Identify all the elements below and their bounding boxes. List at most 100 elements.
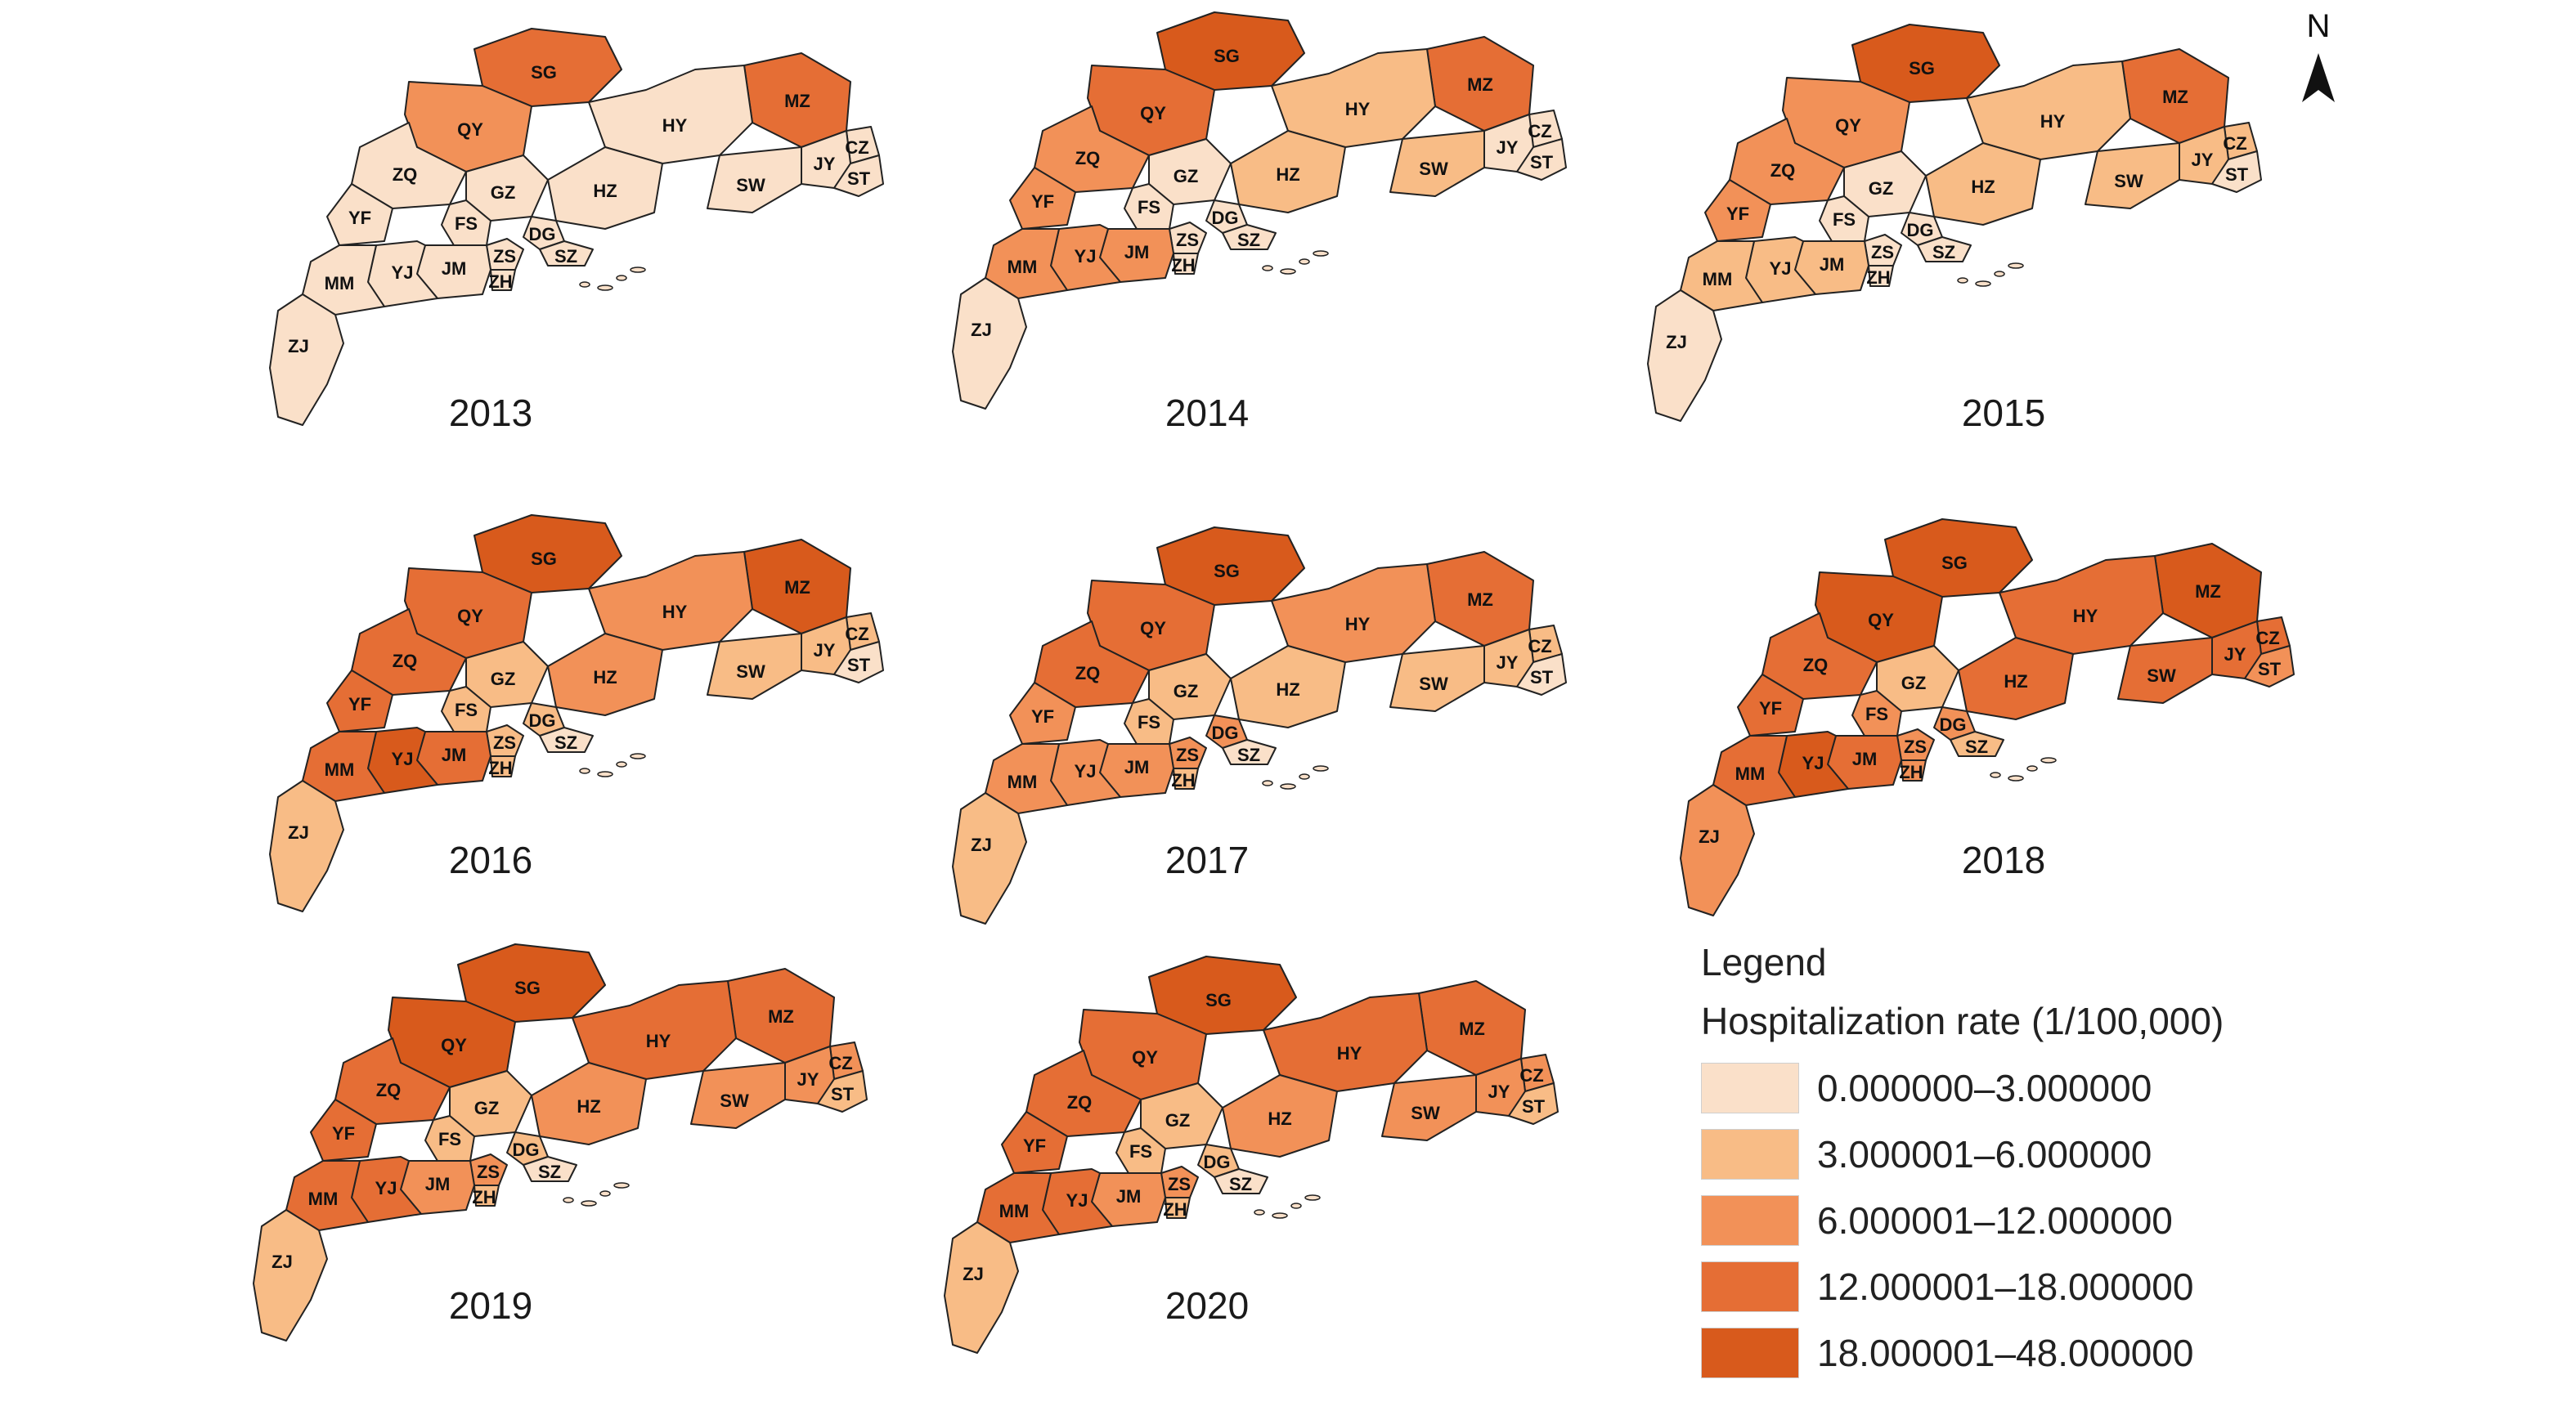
city-code-zh: ZH	[1899, 762, 1923, 782]
city-code-jm: JM	[1820, 254, 1845, 275]
city-code-jy: JY	[1497, 652, 1519, 673]
city-code-mm: MM	[308, 1189, 339, 1209]
city-code-yj: YJ	[1802, 753, 1824, 773]
island-shape	[1299, 773, 1310, 780]
city-code-mz: MZ	[1467, 589, 1493, 610]
region-zh	[490, 269, 516, 291]
city-code-sg: SG	[1941, 553, 1968, 573]
city-code-hz: HZ	[1276, 164, 1299, 185]
legend-item: 12.000001–18.000000	[1701, 1253, 2519, 1319]
region-zh	[1173, 253, 1199, 275]
city-code-cz: CZ	[845, 624, 868, 644]
region-zh	[1165, 1197, 1191, 1219]
city-code-fs: FS	[1138, 712, 1160, 732]
city-code-sw: SW	[1411, 1103, 1440, 1123]
city-code-sw: SW	[2147, 665, 2176, 686]
island-shape	[599, 1190, 611, 1197]
city-code-jm: JM	[1124, 242, 1150, 262]
legend-item: 6.000001–12.000000	[1701, 1187, 2519, 1253]
city-code-sw: SW	[2114, 171, 2143, 191]
island-shape	[1994, 271, 2005, 277]
city-code-hy: HY	[1345, 99, 1371, 119]
island-shape	[1272, 1212, 1288, 1219]
city-code-dg: DG	[1212, 723, 1239, 743]
city-code-qy: QY	[1868, 610, 1894, 630]
island-shape	[630, 267, 646, 273]
city-code-qy: QY	[1140, 618, 1166, 638]
region-sw	[2117, 637, 2213, 704]
region-sw	[707, 146, 802, 213]
city-code-st: ST	[847, 168, 871, 189]
city-code-zj: ZJ	[1699, 826, 1720, 847]
city-code-hz: HZ	[2004, 671, 2027, 692]
city-code-zs: ZS	[1904, 737, 1927, 757]
city-code-sw: SW	[720, 1091, 749, 1111]
city-code-zh: ZH	[488, 758, 512, 778]
city-code-st: ST	[1530, 667, 1554, 688]
city-code-mz: MZ	[768, 1006, 794, 1027]
city-code-zs: ZS	[493, 732, 516, 753]
city-code-mz: MZ	[2195, 581, 2221, 602]
city-code-sg: SG	[1909, 58, 1935, 78]
legend-label: 6.000001–12.000000	[1817, 1198, 2173, 1242]
legend-subtitle: Hospitalization rate (1/100,000)	[1701, 1000, 2224, 1042]
island-shape	[581, 1200, 597, 1207]
city-code-jm: JM	[442, 745, 467, 765]
city-code-gz: GZ	[1901, 673, 1927, 693]
city-code-gz: GZ	[491, 669, 516, 689]
legend-label: 18.000001–48.000000	[1817, 1331, 2194, 1374]
city-code-sg: SG	[1214, 46, 1240, 66]
island-shape	[1313, 765, 1329, 772]
region-st	[833, 155, 884, 197]
city-code-sw: SW	[1419, 159, 1448, 179]
city-code-zh: ZH	[1171, 255, 1195, 275]
city-code-sz: SZ	[554, 732, 577, 753]
region-zj	[1680, 784, 1755, 916]
city-code-mm: MM	[1008, 772, 1038, 792]
region-sz	[539, 727, 594, 753]
year-label-2015: 2015	[1961, 392, 2046, 434]
island-shape	[2026, 765, 2038, 772]
city-code-st: ST	[847, 655, 871, 675]
city-code-zj: ZJ	[288, 822, 309, 843]
city-code-sz: SZ	[554, 246, 577, 267]
region-sw	[1389, 645, 1485, 712]
city-code-hz: HZ	[1268, 1109, 1291, 1129]
legend-title: Legend	[1701, 941, 1827, 983]
island-shape	[1990, 772, 2001, 778]
city-code-zs: ZS	[1176, 745, 1199, 765]
city-code-mm: MM	[325, 759, 355, 780]
map-panel-2018: SG QY MZ HY ZQ GZ HZ CZ JY ST SW YF FS DG SZ ZS ZH JM YJ MM…	[1656, 507, 2392, 965]
city-code-hz: HZ	[1276, 679, 1299, 700]
year-label-2020: 2020	[1165, 1284, 1250, 1327]
island-shape	[613, 1182, 630, 1189]
city-code-hz: HZ	[577, 1096, 600, 1117]
city-code-jy: JY	[814, 154, 836, 174]
region-yf	[310, 1099, 377, 1162]
city-code-yf: YF	[1031, 706, 1054, 727]
city-code-st: ST	[1522, 1096, 1546, 1117]
city-code-fs: FS	[1138, 197, 1160, 217]
city-code-st: ST	[1530, 152, 1554, 172]
region-sz	[1222, 739, 1277, 765]
region-zh	[473, 1185, 500, 1207]
city-code-cz: CZ	[1528, 121, 1551, 141]
city-code-gz: GZ	[474, 1098, 500, 1118]
city-code-dg: DG	[513, 1140, 540, 1160]
city-code-hz: HZ	[593, 181, 617, 201]
region-sz	[1917, 236, 1972, 262]
city-code-mz: MZ	[1459, 1019, 1485, 1039]
region-st	[1508, 1082, 1559, 1125]
city-code-st: ST	[831, 1084, 855, 1104]
legend-swatch	[1701, 1327, 1799, 1378]
island-shape	[2008, 775, 2024, 782]
city-code-cz: CZ	[828, 1053, 852, 1073]
